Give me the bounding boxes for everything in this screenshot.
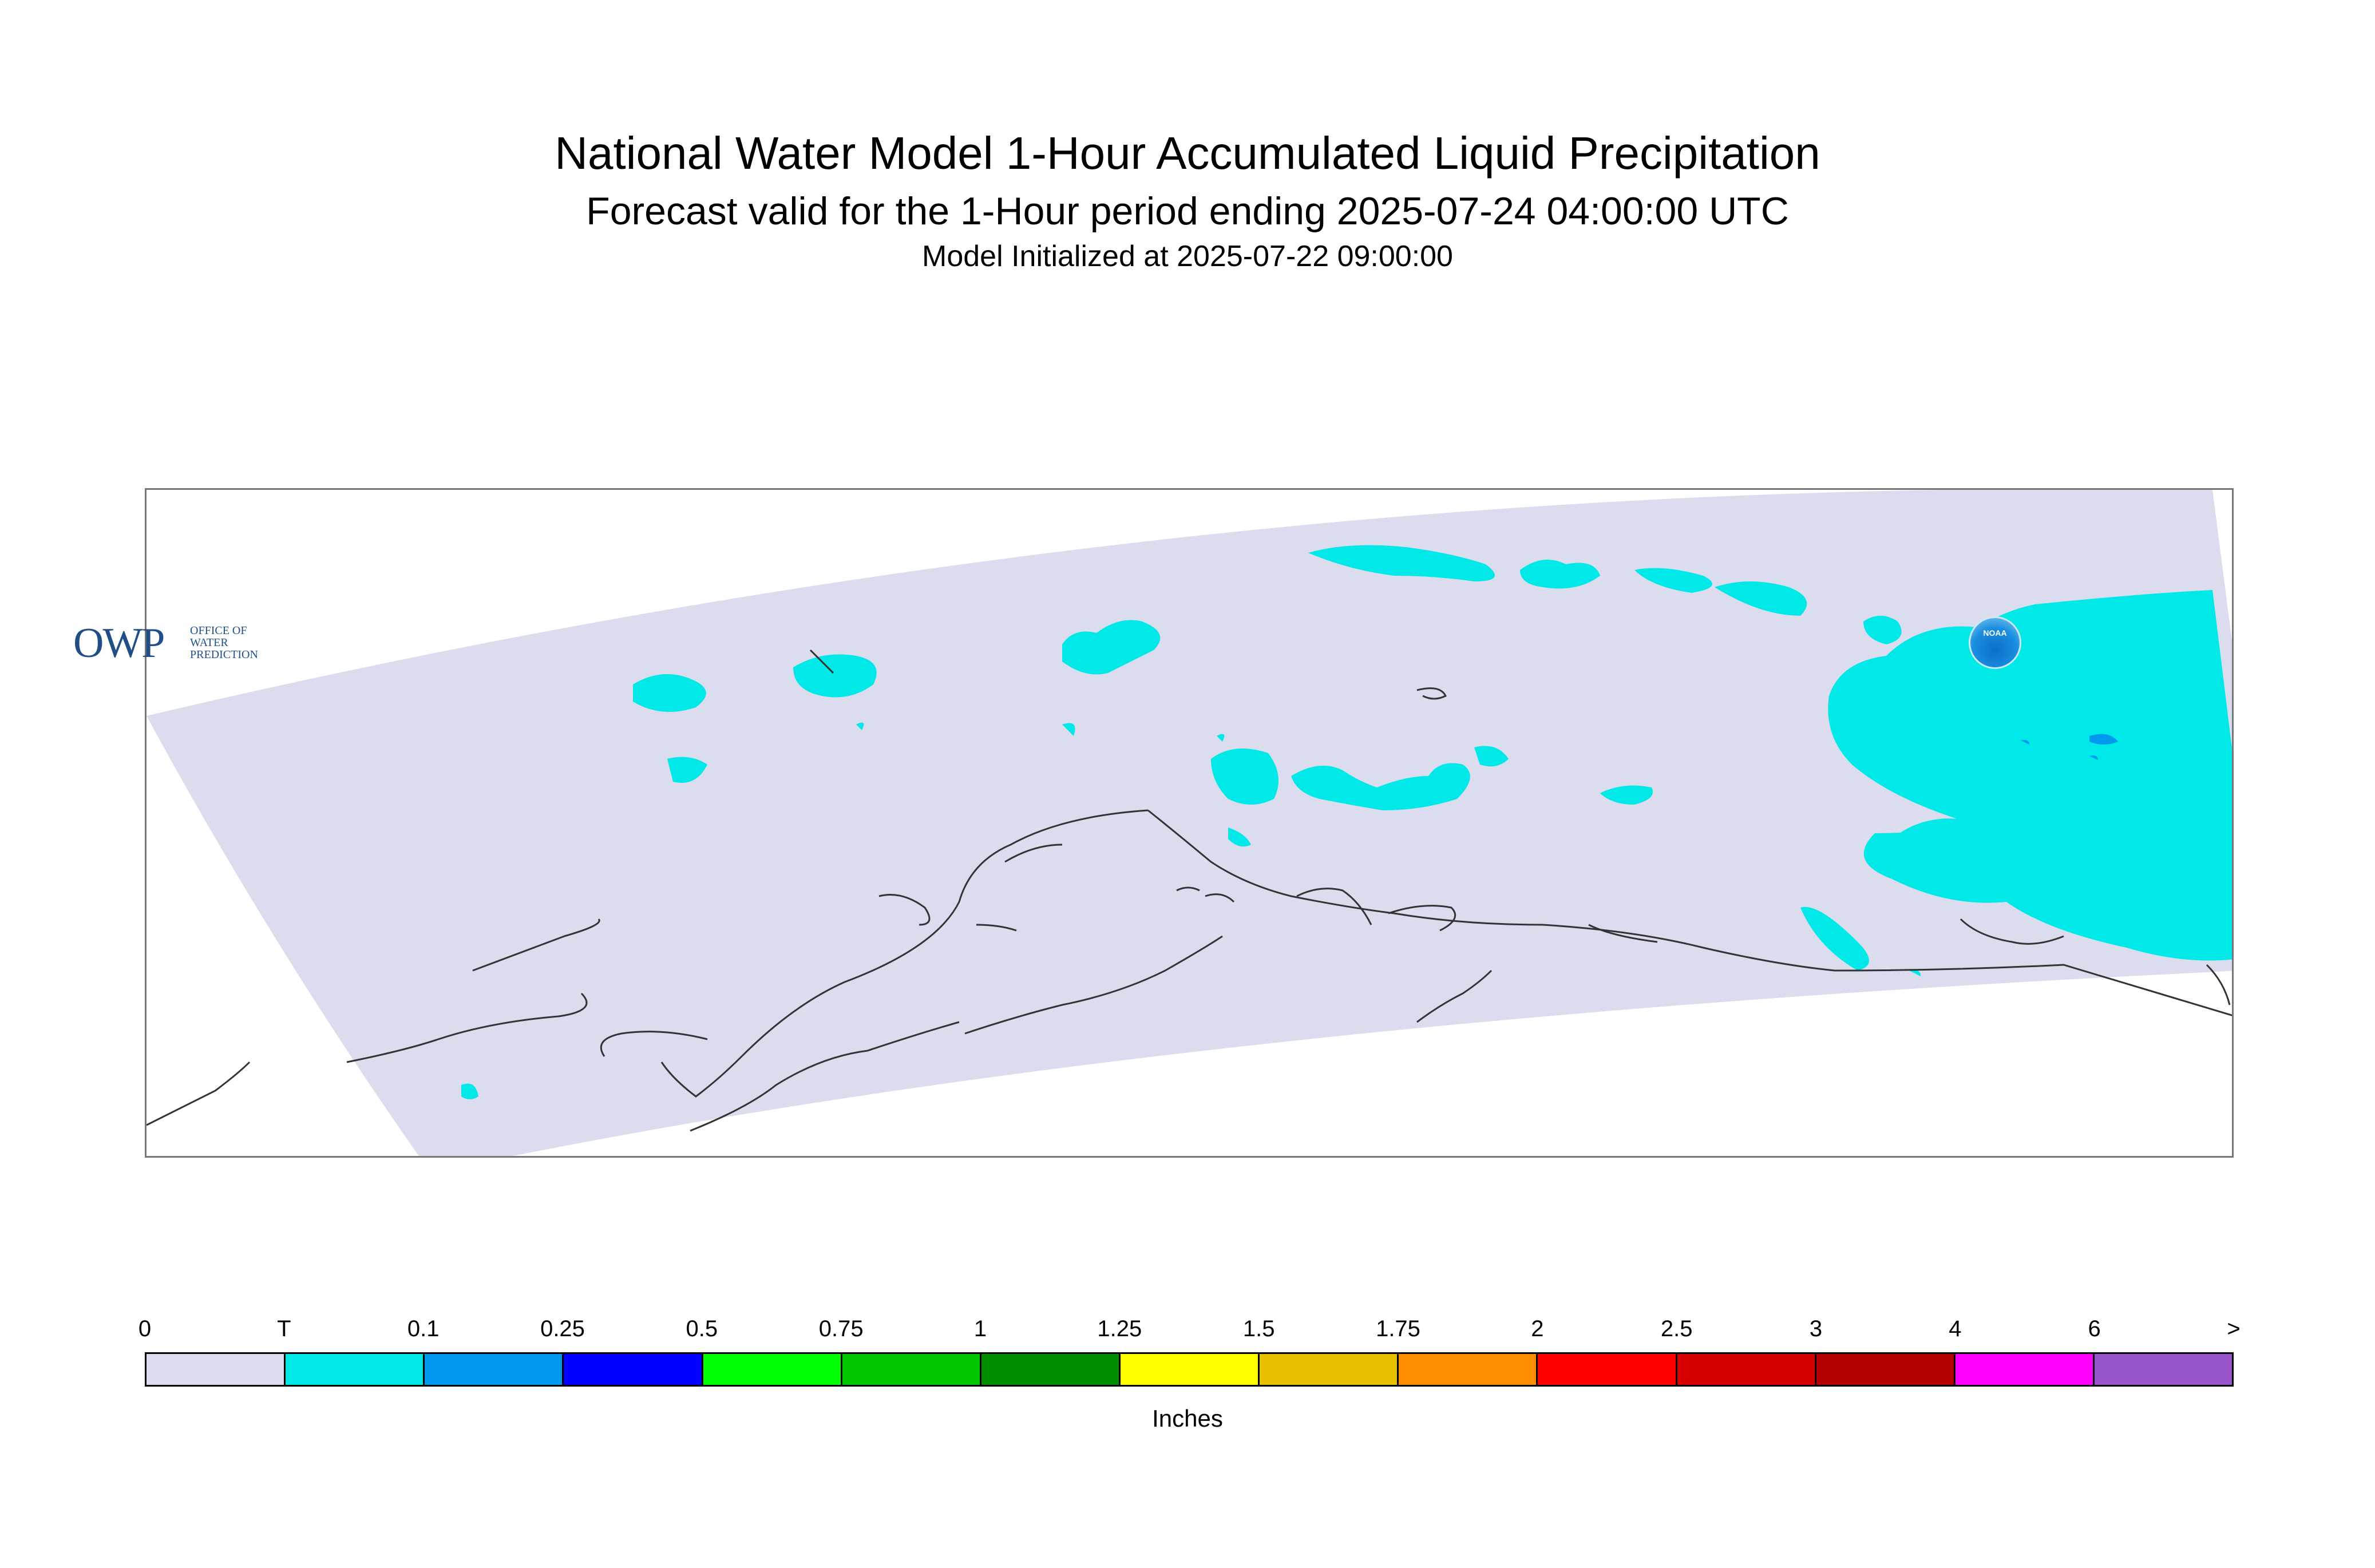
- owp-logo-line3: PREDICTION: [190, 648, 258, 661]
- colorbar-tick-label: 4: [1949, 1316, 1962, 1341]
- colorbar-segment-12: [1816, 1354, 1956, 1385]
- colorbar-tick-label: 2.5: [1660, 1316, 1693, 1341]
- colorbar-segment-6: [981, 1354, 1121, 1385]
- trace-precip-areas: [461, 545, 2232, 1099]
- colorbar-tick-label: 1.75: [1376, 1316, 1420, 1341]
- model-domain: [147, 490, 2232, 1156]
- colorbar-segment-13: [1955, 1354, 2095, 1385]
- colorbar-units-label: Inches: [1152, 1405, 1223, 1432]
- map-title: National Water Model 1-Hour Accumulated …: [555, 128, 1820, 179]
- colorbar-segment-11: [1677, 1354, 1816, 1385]
- owp-logo-line2: WATER: [190, 636, 228, 649]
- colorbar-segment-2: [425, 1354, 564, 1385]
- light-precip-areas: [2021, 734, 2118, 760]
- colorbar-segment-9: [1399, 1354, 1538, 1385]
- colorbar-segment-3: [564, 1354, 703, 1385]
- colorbar-tick-label: 1.5: [1242, 1316, 1275, 1341]
- colorbar-tick-label: 2: [1531, 1316, 1544, 1341]
- colorbar-tick-label: >: [2227, 1316, 2241, 1341]
- noaa-logo: NOAA: [1969, 616, 2021, 669]
- colorbar-tick-label: 0.75: [818, 1316, 864, 1341]
- colorbar-segment-10: [1538, 1354, 1677, 1385]
- model-init-label: Model Initialized at 2025-07-22 09:00:00: [922, 240, 1453, 273]
- owp-logo-line1: OFFICE OF: [190, 624, 247, 637]
- colorbar-tick-label: 0.25: [540, 1316, 585, 1341]
- colorbar-segment-5: [842, 1354, 981, 1385]
- colorbar-segment-4: [703, 1354, 842, 1385]
- map-subtitle: Forecast valid for the 1-Hour period end…: [586, 189, 1789, 233]
- precipitation-map: [145, 488, 2234, 1158]
- colorbar-tick-label: 0.5: [686, 1316, 718, 1341]
- precip-colorbar: [145, 1352, 2234, 1387]
- map-canvas: [147, 490, 2232, 1156]
- colorbar-segment-8: [1260, 1354, 1399, 1385]
- colorbar-segment-14: [2094, 1354, 2232, 1385]
- colorbar-tick-label: 0: [138, 1316, 152, 1341]
- colorbar-segment-7: [1120, 1354, 1260, 1385]
- colorbar-tick-label: 0.1: [407, 1316, 440, 1341]
- colorbar-tick-label: 1: [973, 1316, 987, 1341]
- owp-logo-letters: OWP: [73, 620, 165, 667]
- colorbar-tick-label: 6: [2088, 1316, 2101, 1341]
- colorbar-segment-0: [147, 1354, 286, 1385]
- colorbar-tick-label: 1.25: [1097, 1316, 1142, 1341]
- colorbar-tick-label: T: [277, 1316, 291, 1341]
- coastlines: [147, 649, 2232, 1132]
- colorbar-tick-label: 3: [1809, 1316, 1823, 1341]
- noaa-logo-text: NOAA: [1983, 628, 2007, 638]
- colorbar-segment-1: [286, 1354, 425, 1385]
